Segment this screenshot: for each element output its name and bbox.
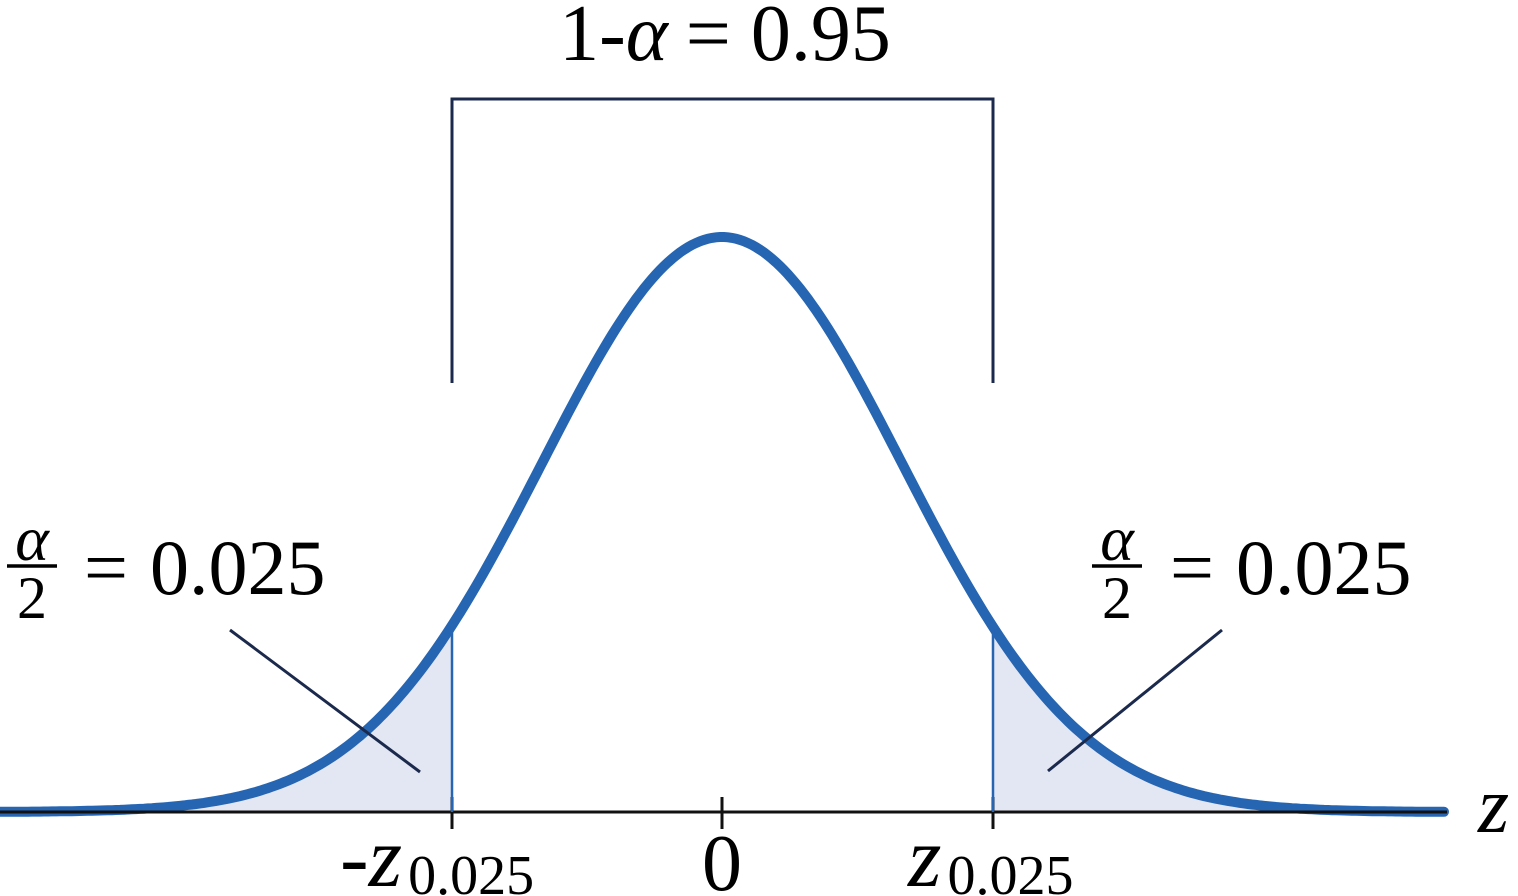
- left-tail-equals: =: [84, 524, 128, 611]
- neg-critical-symbol: -z: [340, 809, 402, 896]
- pos-critical-symbol: z: [907, 809, 941, 896]
- left-tail-number: 0.025: [150, 524, 326, 611]
- title-post: = 0.95: [686, 0, 891, 78]
- tick-label-pos-critical: z 0.025: [907, 809, 1073, 896]
- neg-critical-subscript: 0.025: [408, 845, 534, 896]
- right-tail-shaded-area: [993, 626, 1447, 812]
- left-tail-frac-denominator: 2: [17, 565, 47, 631]
- left-tail-frac-numerator: α: [15, 503, 50, 574]
- right-tail-pointer-line: [1047, 628, 1223, 773]
- tick-label-neg-critical: -z 0.025: [340, 809, 534, 896]
- pos-critical-subscript: 0.025: [947, 845, 1073, 896]
- left-tail-shaded-area: [0, 625, 452, 812]
- tick-label-zero: 0: [702, 820, 742, 896]
- title-alpha-symbol: α: [626, 0, 670, 78]
- x-axis-letter: z: [1477, 762, 1509, 850]
- confidence-bracket: [450, 97, 995, 383]
- right-tail-equals: =: [1170, 524, 1214, 611]
- left-tail-value: = 0.025: [84, 524, 326, 611]
- left-tail-pointer-line: [229, 628, 421, 774]
- title-pre: 1-: [559, 0, 626, 78]
- title-label: 1-α = 0.95: [559, 0, 891, 78]
- right-tail-frac-denominator: 2: [1102, 565, 1132, 631]
- right-tail-frac-numerator: α: [1100, 503, 1135, 574]
- right-tail-number: 0.025: [1236, 524, 1412, 611]
- normal-curve: [0, 232, 1449, 817]
- right-tail-value: = 0.025: [1170, 524, 1412, 611]
